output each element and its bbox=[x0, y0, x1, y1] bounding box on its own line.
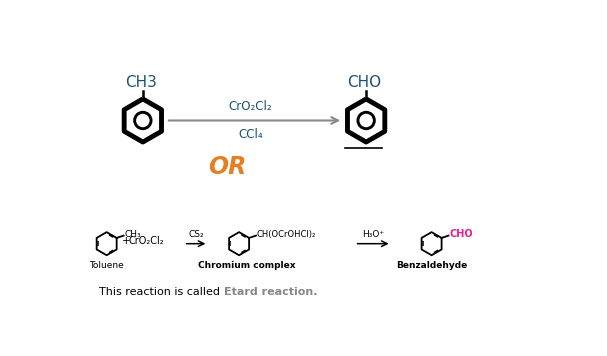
Text: Etard reaction.: Etard reaction. bbox=[224, 287, 317, 297]
Text: CH₃: CH₃ bbox=[124, 230, 141, 239]
Text: Benzaldehyde: Benzaldehyde bbox=[396, 261, 467, 271]
Text: CrO₂Cl₂: CrO₂Cl₂ bbox=[128, 236, 164, 246]
Text: Toluene: Toluene bbox=[89, 261, 124, 271]
Text: This reaction is called: This reaction is called bbox=[99, 287, 224, 297]
Text: H₃O⁺: H₃O⁺ bbox=[362, 230, 384, 239]
Text: OR: OR bbox=[208, 155, 246, 179]
Text: CHO: CHO bbox=[449, 229, 473, 239]
Text: +: + bbox=[122, 236, 131, 246]
Text: CH3: CH3 bbox=[126, 75, 157, 90]
Text: CrO₂Cl₂: CrO₂Cl₂ bbox=[229, 100, 273, 113]
Text: CH(OCrOHCl)₂: CH(OCrOHCl)₂ bbox=[257, 230, 316, 239]
Text: Chromium complex: Chromium complex bbox=[198, 261, 296, 271]
Text: CS₂: CS₂ bbox=[188, 230, 204, 239]
Text: CCl₄: CCl₄ bbox=[239, 128, 263, 141]
Text: CHO: CHO bbox=[348, 75, 382, 90]
